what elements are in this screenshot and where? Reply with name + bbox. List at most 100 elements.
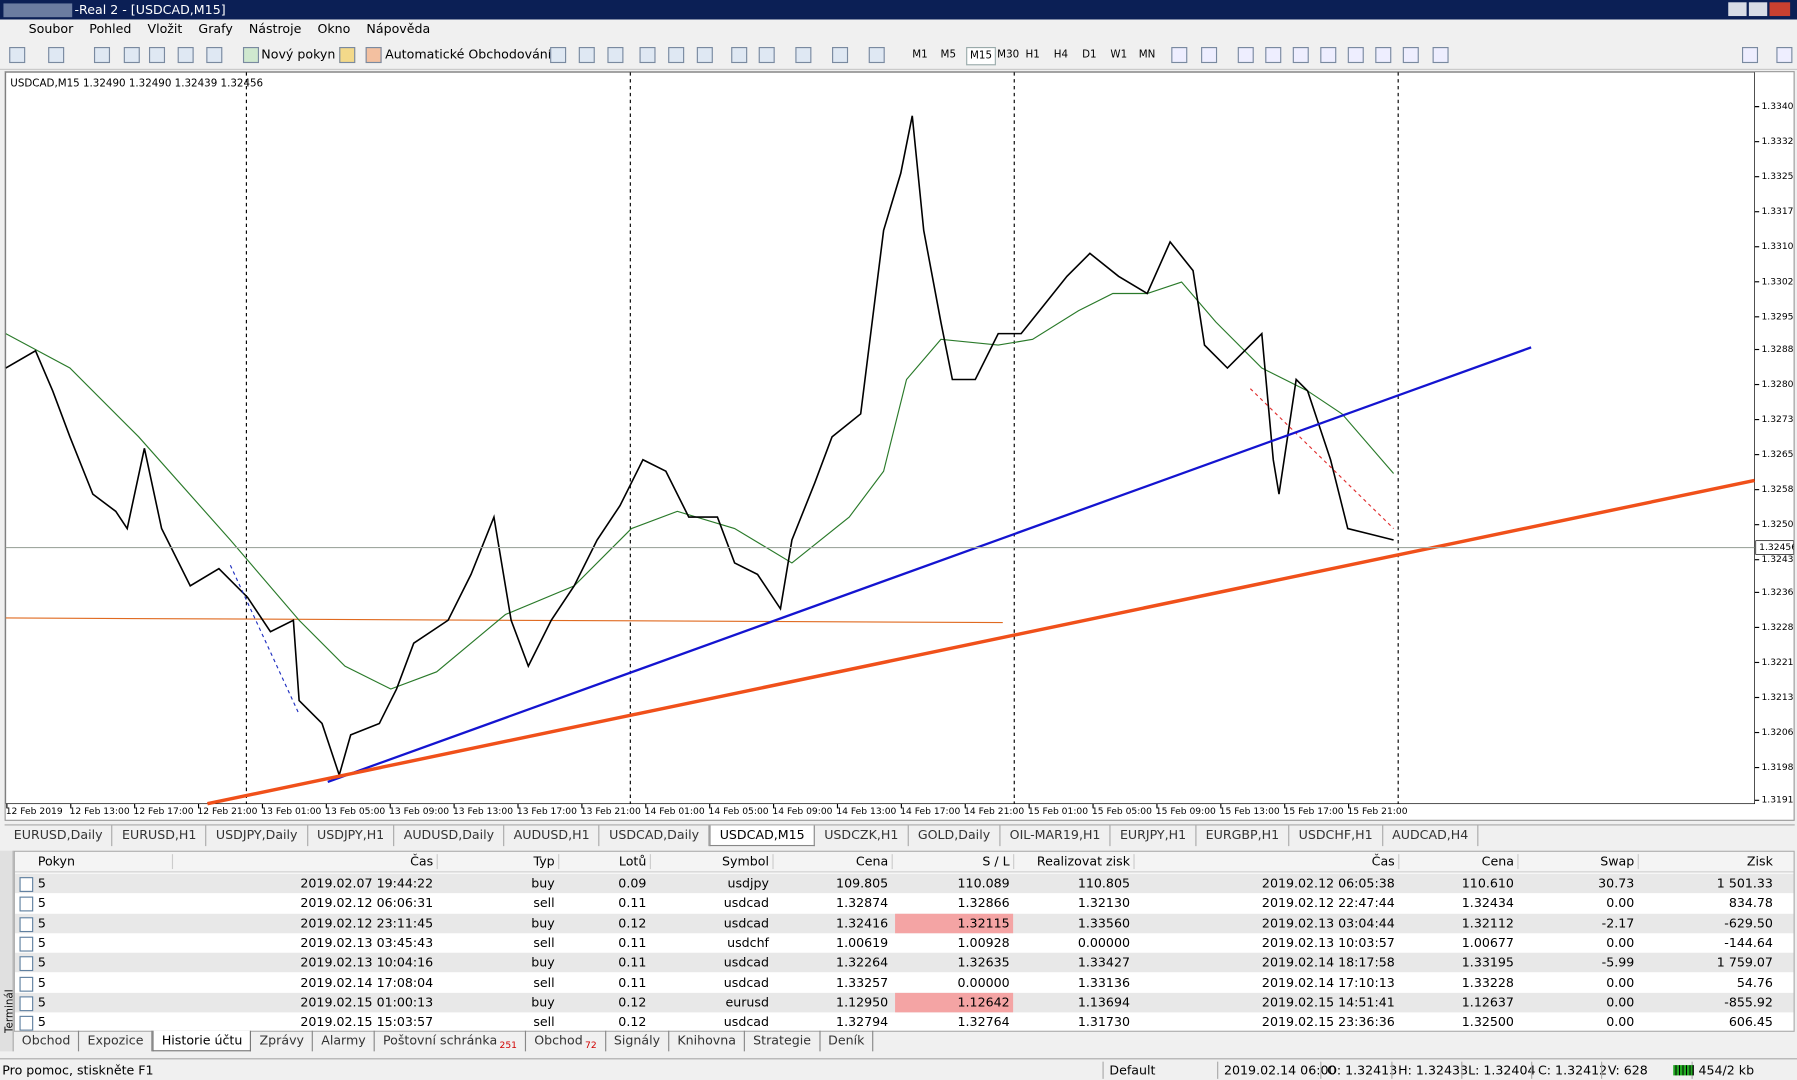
tool-icon[interactable] — [795, 47, 812, 64]
chart-tab[interactable]: USDJPY,Daily — [207, 825, 308, 847]
chart-tab[interactable]: USDCAD,M15 — [709, 825, 816, 847]
chart-tab[interactable]: EURGBP,H1 — [1196, 825, 1290, 847]
timeframe-button[interactable]: M1 — [912, 49, 928, 61]
window-buttons[interactable] — [1728, 2, 1792, 17]
tool-icon[interactable] — [639, 47, 656, 64]
chart-tab[interactable]: EURUSD,H1 — [113, 825, 207, 847]
tool-icon[interactable] — [696, 47, 713, 64]
tool-icon[interactable] — [1375, 47, 1392, 64]
tool-icon[interactable] — [731, 47, 748, 64]
price-label: 1.32880 — [1761, 344, 1793, 355]
chart-tab[interactable]: EURJPY,H1 — [1111, 825, 1197, 847]
tool-icon[interactable] — [1776, 47, 1793, 64]
tool-icon[interactable] — [668, 47, 685, 64]
table-row[interactable]: 5 2019.02.15 01:00:13 buy 0.12 eurusd 1.12950… — [14, 992, 1794, 1013]
tool-icon[interactable] — [339, 47, 356, 64]
tool-icon[interactable] — [9, 47, 26, 64]
tool-icon[interactable] — [148, 47, 166, 64]
chart-tab[interactable]: USDCZK,H1 — [815, 825, 909, 847]
timeframe-button[interactable]: H4 — [1053, 49, 1069, 61]
chart-tab[interactable]: AUDUSD,H1 — [504, 825, 600, 847]
terminal-tab[interactable]: Historie účtu — [152, 1030, 252, 1052]
chart-tab[interactable]: USDJPY,H1 — [308, 825, 395, 847]
auto-trading-button[interactable]: Automatické Obchodování — [385, 47, 552, 62]
tool-icon[interactable] — [177, 47, 194, 64]
menu-item[interactable]: Soubor — [28, 21, 74, 37]
terminal-tab[interactable]: Obchod 72 — [526, 1030, 606, 1052]
timeframe-button[interactable]: D1 — [1082, 49, 1097, 61]
table-row[interactable]: 5 2019.02.15 15:03:57 sell 0.12 usdcad 1.3279… — [15, 1012, 1794, 1031]
menu-item[interactable]: Grafy — [198, 21, 233, 37]
tool-icon[interactable] — [550, 47, 567, 64]
menu-item[interactable]: Vložit — [147, 21, 183, 37]
timeframe-button[interactable]: M15 — [966, 47, 996, 66]
tool-icon[interactable] — [1237, 47, 1254, 64]
chart-tab[interactable]: USDCHF,H1 — [1289, 825, 1383, 847]
time-label: 12 Feb 2019 — [6, 806, 63, 817]
table-cell: buy — [531, 955, 555, 971]
tool-icon[interactable] — [1402, 47, 1419, 64]
menu-item[interactable]: Pohled — [89, 21, 132, 37]
chart-tab[interactable]: GOLD,Daily — [909, 825, 1001, 847]
order-icon — [19, 877, 34, 892]
tool-icon[interactable] — [607, 47, 624, 64]
tool-icon[interactable] — [1201, 47, 1218, 64]
terminal-tab[interactable]: Obchod — [14, 1030, 80, 1052]
table-cell: Čas — [1371, 854, 1395, 870]
timeframe-button[interactable]: M30 — [997, 49, 1020, 61]
terminal-tab[interactable]: Alarmy — [313, 1030, 375, 1052]
tool-icon[interactable] — [1265, 47, 1282, 64]
table-row[interactable]: 5 2019.02.12 23:11:45 buy 0.12 usdcad 1.32416… — [14, 913, 1794, 933]
tool-icon[interactable] — [1741, 47, 1759, 64]
tool-icon[interactable] — [832, 47, 849, 64]
tool-icon[interactable] — [578, 47, 595, 64]
table-row[interactable]: 5 2019.02.14 17:08:04 sell 0.11 usdcad 1.3325… — [15, 973, 1794, 992]
terminal-tab[interactable]: Deník — [820, 1030, 874, 1052]
tool-icon[interactable] — [1432, 47, 1449, 64]
tool-icon[interactable] — [242, 47, 260, 64]
menu-item[interactable]: Okno — [317, 21, 351, 37]
chart-tab[interactable]: EURUSD,Daily — [5, 825, 113, 847]
tool-icon[interactable] — [206, 47, 223, 64]
tool-icon[interactable] — [1347, 47, 1364, 64]
timeframe-button[interactable]: H1 — [1025, 49, 1040, 61]
price-label: 1.33175 — [1761, 206, 1793, 217]
chart-tab[interactable]: OIL-MAR19,H1 — [1000, 825, 1111, 847]
price-label: 1.32210 — [1761, 657, 1793, 668]
table-row[interactable]: 5 2019.02.13 10:04:16 buy 0.11 usdcad 1.32264… — [14, 952, 1794, 973]
terminal-tab[interactable]: Poštovní schránka 251 — [375, 1030, 527, 1052]
menu-item[interactable]: Nápověda — [366, 21, 431, 37]
chart-tab[interactable]: AUDUSD,Daily — [395, 825, 505, 847]
new-order-button[interactable]: Nový pokyn — [261, 47, 336, 62]
table-row[interactable]: 5 2019.02.07 19:44:22 buy 0.09 usdjpy 109.805… — [14, 873, 1794, 894]
terminal-tab[interactable]: Zprávy — [252, 1030, 314, 1052]
tool-icon[interactable] — [48, 47, 65, 64]
terminal-tab[interactable]: Signály — [606, 1030, 670, 1052]
table-cell: 0.00 — [1606, 1014, 1635, 1030]
tool-icon[interactable] — [1320, 47, 1337, 64]
menu-item[interactable]: Nástroje — [248, 21, 302, 37]
timeframe-button[interactable]: MN — [1138, 49, 1156, 61]
table-cell: -855.92 — [1724, 994, 1773, 1010]
table-row[interactable]: 5 2019.02.13 03:45:43 sell 0.11 usdchf 1.0061… — [15, 933, 1794, 952]
terminal-tab[interactable]: Expozice — [80, 1030, 153, 1052]
tool-icon[interactable] — [868, 47, 885, 64]
terminal-tab[interactable]: Knihovna — [669, 1030, 746, 1052]
terminal-tab[interactable]: Strategie — [745, 1030, 821, 1052]
chart-tab[interactable]: USDCAD,Daily — [600, 825, 710, 847]
tool-icon[interactable] — [1292, 47, 1309, 64]
time-label: 14 Feb 09:00 — [772, 806, 832, 817]
chart-tab[interactable]: AUDCAD,H4 — [1383, 825, 1479, 847]
timeframe-button[interactable]: W1 — [1110, 49, 1128, 61]
tool-icon[interactable] — [365, 47, 382, 64]
tool-icon[interactable] — [123, 47, 140, 64]
table-cell: 1.32115 — [957, 915, 1010, 931]
tool-icon[interactable] — [93, 47, 111, 64]
time-label: 15 Feb 21:00 — [1347, 806, 1407, 817]
tool-icon[interactable] — [1171, 47, 1188, 64]
table-cell: 0.09 — [618, 875, 647, 891]
status-separator — [1320, 1061, 1322, 1079]
table-row[interactable]: 5 2019.02.12 06:06:31 sell 0.11 usdcad 1.3287… — [15, 893, 1794, 912]
tool-icon[interactable] — [758, 47, 775, 64]
timeframe-button[interactable]: M5 — [940, 49, 957, 61]
